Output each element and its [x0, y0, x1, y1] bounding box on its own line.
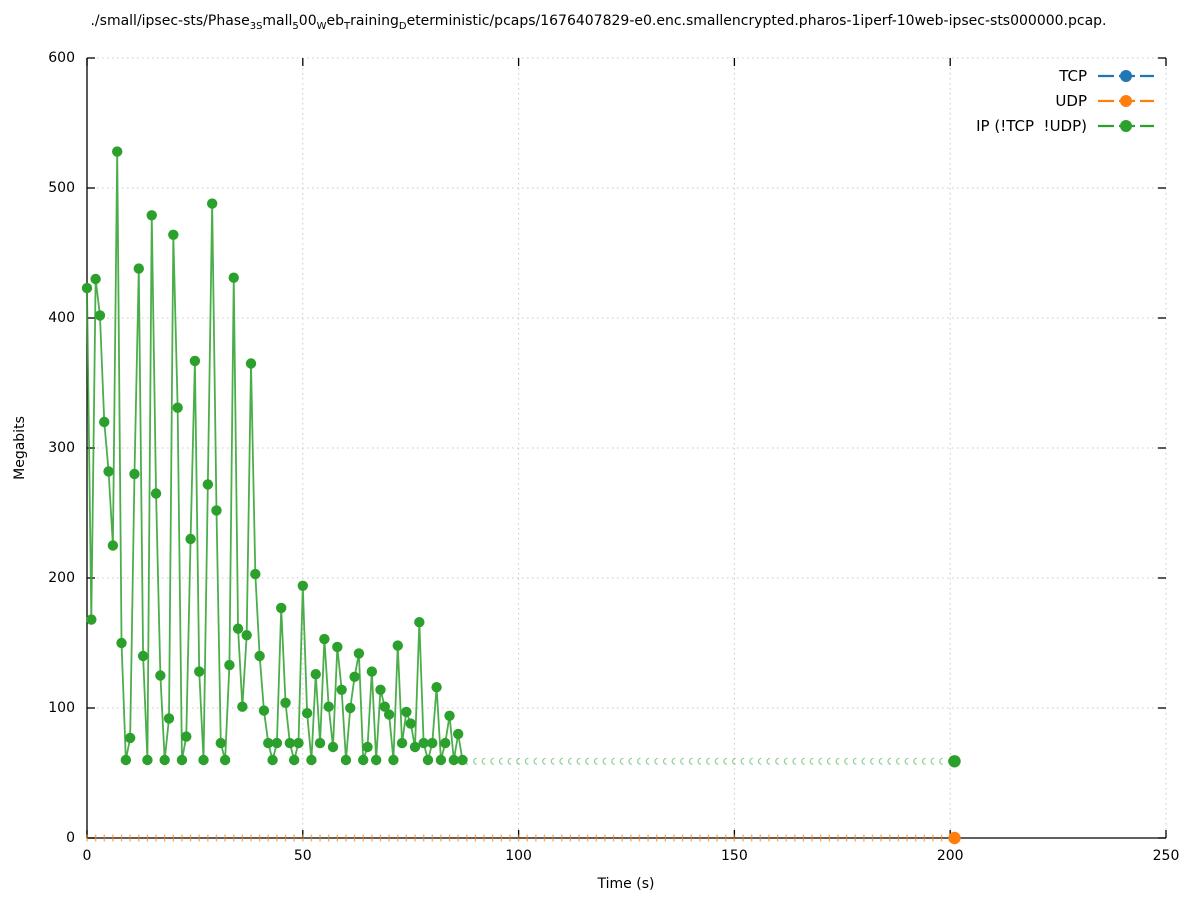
y-tick-label: 200 [48, 570, 75, 586]
title-subscript: 3 [249, 21, 257, 32]
x-tick-label: 50 [293, 848, 312, 864]
legend-line-point-marker [1098, 94, 1154, 107]
title-text: mall [262, 13, 293, 29]
legend-line-point-marker [1098, 69, 1154, 82]
legend: TCP UDP IP (!TCP !UDP) [976, 63, 1155, 138]
legend-label: IP (!TCP !UDP) [976, 116, 1087, 135]
x-tick-label: 0 [82, 848, 92, 864]
y-tick-label: 0 [66, 830, 75, 846]
x-axis-label: Time (s) [597, 876, 655, 892]
x-tick-label: 200 [936, 848, 964, 864]
title-text: eterministic/pcaps/1676407829-e0.enc.sma… [406, 13, 1107, 29]
x-tick-label: 150 [721, 848, 748, 864]
chart-title: ./small/ipsec-sts/Phase3Small500WebTrain… [0, 13, 1197, 32]
title-text: 00 [298, 13, 317, 29]
title-subscript: W [316, 21, 327, 32]
title-subscript: D [398, 21, 407, 32]
legend-entry: TCP [976, 63, 1155, 88]
title-text: eb [326, 13, 345, 29]
legend-line-point-marker [1098, 119, 1154, 132]
y-tick-label: 300 [48, 440, 75, 456]
y-tick-label: 100 [48, 700, 75, 716]
legend-label: TCP [1059, 66, 1087, 85]
legend-entry: IP (!TCP !UDP) [976, 113, 1155, 138]
title-text: ./small/ipsec-sts/Phase [90, 13, 250, 29]
legend-label: UDP [1055, 91, 1087, 110]
y-tick-label: 400 [48, 310, 75, 326]
title-subscript: S [256, 21, 263, 32]
legend-entry: UDP [976, 88, 1155, 113]
x-tick-label: 250 [1152, 848, 1180, 864]
y-tick-label: 500 [48, 180, 75, 196]
title-subscript: T [344, 21, 351, 32]
series-udp [86, 831, 961, 845]
x-tick-label: 100 [505, 848, 532, 864]
series-ip-tcp-udp- [81, 146, 961, 768]
title-text: raining [350, 13, 399, 29]
title-subscript: 5 [292, 21, 299, 32]
y-tick-label: 600 [48, 50, 75, 66]
